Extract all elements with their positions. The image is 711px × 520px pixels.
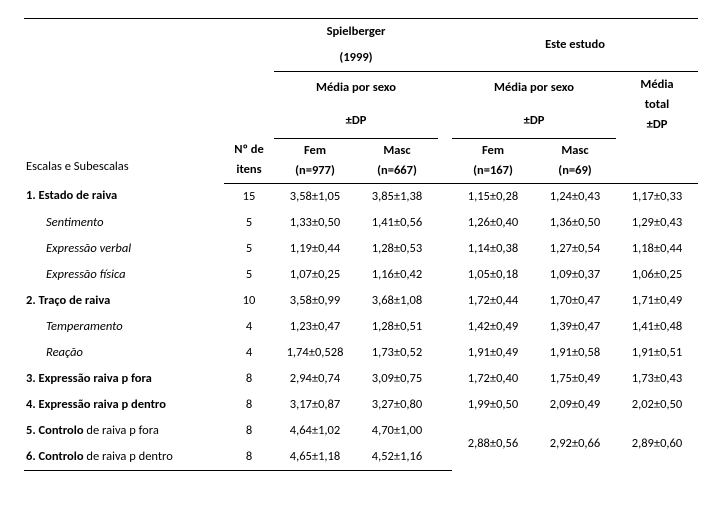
cell-val: 1,39±0,47 <box>534 314 616 340</box>
corner-header: Escalas e Subescalas <box>24 19 224 183</box>
scale-label: 2. Traço de raiva <box>24 288 224 314</box>
scale-label: Reação <box>24 340 224 366</box>
cell-val: 1,19±0,44 <box>274 236 356 262</box>
cell-val: 2,89±0,60 <box>616 418 698 471</box>
cell-val: 1,99±0,50 <box>452 392 534 418</box>
cell-val: 1,18±0,44 <box>616 236 698 262</box>
table-row: 2. Traço de raiva103,58±0,993,68±1,08 1,7… <box>24 288 698 314</box>
cell-val: 1,71±0,49 <box>616 288 698 314</box>
cell-val: 3,09±0,75 <box>356 366 438 392</box>
cell-n: 10 <box>224 288 274 314</box>
cell-val: 2,09±0,49 <box>534 392 616 418</box>
hdr-mps2-l1: Média por sexo <box>452 72 616 105</box>
cell-val: 1,06±0,25 <box>616 262 698 288</box>
cell-val: 3,58±0,99 <box>274 288 356 314</box>
hdr-spiel-2: (1999) <box>274 45 438 72</box>
cell-val: 3,17±0,87 <box>274 392 356 418</box>
cell-val: 1,42±0,49 <box>452 314 534 340</box>
cell-n: 5 <box>224 210 274 236</box>
cell-val: 1,72±0,40 <box>452 366 534 392</box>
table-row: 5. Controlo de raiva p fora 8 4,64±1,02 … <box>24 418 698 444</box>
cell-val: 4,64±1,02 <box>274 418 356 444</box>
cell-val: 1,41±0,56 <box>356 210 438 236</box>
hdr-mps2-l2: ±DP <box>452 105 616 138</box>
cell-val: 1,41±0,48 <box>616 314 698 340</box>
cell-val: 1,15±0,28 <box>452 183 534 210</box>
cell-val: 1,75±0,49 <box>534 366 616 392</box>
cell-n: 15 <box>224 183 274 210</box>
cell-val: 1,24±0,43 <box>534 183 616 210</box>
table-row: Temperamento41,23±0,471,28±0,51 1,42±0,49… <box>24 314 698 340</box>
cell-n: 8 <box>224 418 274 444</box>
hdr-mps1-l2: ±DP <box>274 105 438 138</box>
scale-label: 3. Expressão raiva p fora <box>24 366 224 392</box>
cell-val: 4,65±1,18 <box>274 444 356 471</box>
table-row: 1. Estado de raiva153,58±1,053,85±1,38 1,… <box>24 183 698 210</box>
cell-val: 3,85±1,38 <box>356 183 438 210</box>
cell-val: 2,92±0,66 <box>534 418 616 471</box>
hdr-este: Este estudo <box>452 19 698 72</box>
cell-val: 1,07±0,25 <box>274 262 356 288</box>
cell-val: 1,73±0,43 <box>616 366 698 392</box>
cell-val: 1,74±0,528 <box>274 340 356 366</box>
table-row: Reação41,74±0,5281,73±0,521,91±0,491,91±… <box>24 340 698 366</box>
hdr-mps1-l1: Média por sexo <box>274 72 438 105</box>
cell-val: 1,29±0,43 <box>616 210 698 236</box>
cell-n: 4 <box>224 340 274 366</box>
cell-val: 4,52±1,16 <box>356 444 438 471</box>
cell-n: 5 <box>224 236 274 262</box>
cell-n: 5 <box>224 262 274 288</box>
cell-val: 1,09±0,37 <box>534 262 616 288</box>
cell-val: 1,23±0,47 <box>274 314 356 340</box>
cell-n: 8 <box>224 444 274 471</box>
hdr-fem1: Fem(n=977) <box>274 138 356 183</box>
stats-table: Escalas e Subescalas Spielberger Este es… <box>24 18 698 471</box>
scale-label: 6. Controlo de raiva p dentro <box>24 444 224 471</box>
cell-val: 1,36±0,50 <box>534 210 616 236</box>
cell-val: 4,70±1,00 <box>356 418 438 444</box>
cell-val: 1,16±0,42 <box>356 262 438 288</box>
cell-val: 1,72±0,44 <box>452 288 534 314</box>
cell-n: 8 <box>224 366 274 392</box>
cell-val: 1,70±0,47 <box>534 288 616 314</box>
hdr-mtotal: Média total ±DP <box>616 72 698 139</box>
cell-val: 1,05±0,18 <box>452 262 534 288</box>
hdr-nitens: Nº deitens <box>224 138 274 183</box>
hdr-spiel-1: Spielberger <box>274 19 438 45</box>
table-row: 3. Expressão raiva p fora82,94±0,743,09±… <box>24 366 698 392</box>
hdr-masc1: Masc(n=667) <box>356 138 438 183</box>
cell-val: 1,73±0,52 <box>356 340 438 366</box>
cell-val: 2,88±0,56 <box>452 418 534 471</box>
table-row: Sentimento51,33±0,501,41±0,561,26±0,401,… <box>24 210 698 236</box>
cell-val: 1,14±0,38 <box>452 236 534 262</box>
cell-val: 1,28±0,51 <box>356 314 438 340</box>
table-row: Expressão física51,07±0,251,16±0,42 1,05±… <box>24 262 698 288</box>
cell-n: 8 <box>224 392 274 418</box>
cell-val: 1,33±0,50 <box>274 210 356 236</box>
cell-val: 2,02±0,50 <box>616 392 698 418</box>
cell-val: 1,28±0,53 <box>356 236 438 262</box>
scale-label: Expressão verbal <box>24 236 224 262</box>
table-row: 4. Expressão raiva p dentro83,17±0,873,2… <box>24 392 698 418</box>
scale-label: 4. Expressão raiva p dentro <box>24 392 224 418</box>
scale-label: 5. Controlo de raiva p fora <box>24 418 224 444</box>
cell-val: 2,94±0,74 <box>274 366 356 392</box>
cell-val: 1,91±0,51 <box>616 340 698 366</box>
cell-val: 3,58±1,05 <box>274 183 356 210</box>
cell-val: 1,91±0,49 <box>452 340 534 366</box>
hdr-fem2: Fem(n=167) <box>452 138 534 183</box>
scale-label: Expressão física <box>24 262 224 288</box>
cell-n: 4 <box>224 314 274 340</box>
scale-label: Temperamento <box>24 314 224 340</box>
cell-val: 3,68±1,08 <box>356 288 438 314</box>
scale-label: Sentimento <box>24 210 224 236</box>
cell-val: 1,17±0,33 <box>616 183 698 210</box>
scale-label: 1. Estado de raiva <box>24 183 224 210</box>
cell-val: 1,91±0,58 <box>534 340 616 366</box>
hdr-masc2: Masc(n=69) <box>534 138 616 183</box>
cell-val: 1,27±0,54 <box>534 236 616 262</box>
cell-val: 3,27±0,80 <box>356 392 438 418</box>
table-row: Expressão verbal51,19±0,441,28±0,53 1,14±… <box>24 236 698 262</box>
cell-val: 1,26±0,40 <box>452 210 534 236</box>
